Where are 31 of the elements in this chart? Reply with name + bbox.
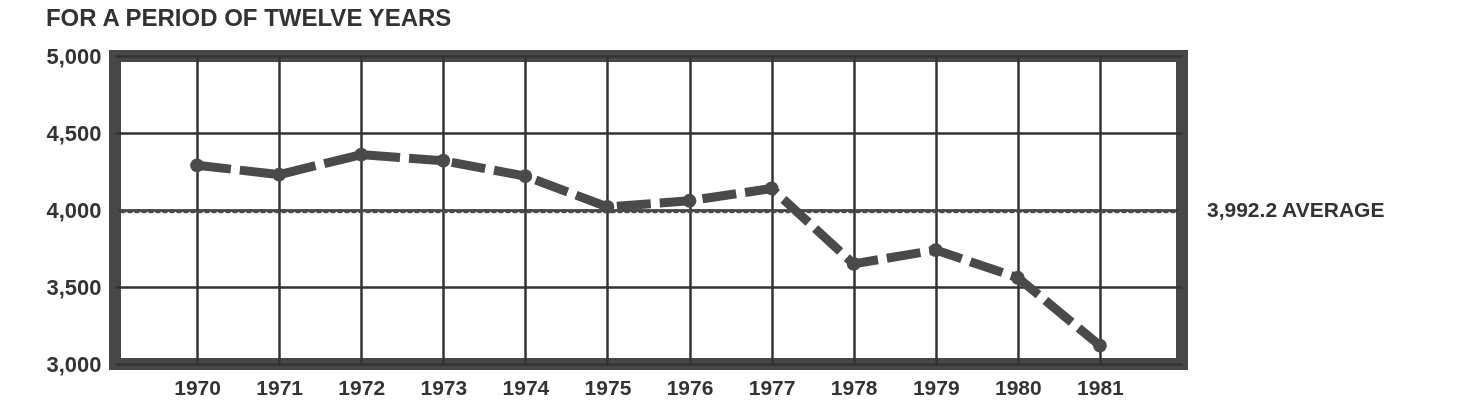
y-tick-label: 5,000 [46,43,102,69]
x-tick-label: 1975 [584,375,632,399]
x-tick-label: 1980 [994,375,1042,399]
point [1010,270,1025,285]
point [928,243,943,257]
x-tick-label: 1979 [912,375,960,399]
y-tick-label: 3,500 [46,274,102,300]
point [190,158,204,173]
point [354,147,369,162]
x-tick-label: 1981 [1077,375,1125,399]
y-tick-label: 4,500 [46,120,102,146]
point [518,169,533,183]
point [272,167,287,182]
x-tick-label: 1974 [502,375,550,399]
ref-line-label: 3,992.2 AVERAGE [1207,198,1385,222]
x-tick-label: 1970 [174,375,221,399]
y-tick-label: 4,000 [46,197,102,223]
point [600,200,615,214]
point [764,181,779,196]
x-tick-label: 1971 [256,375,304,399]
x-tick-label: 1976 [666,375,714,399]
y-tick-label: 3,000 [46,351,102,377]
point [846,257,861,271]
point [1093,338,1107,353]
x-tick-label: 1972 [338,375,386,399]
point [682,193,697,208]
x-tick-label: 1978 [830,375,878,399]
x-tick-label: 1977 [748,375,796,399]
point [436,153,451,168]
x-tick-label: 1973 [420,375,468,399]
chart-title: FOR A PERIOD OF TWELVE YEARS [45,4,452,31]
